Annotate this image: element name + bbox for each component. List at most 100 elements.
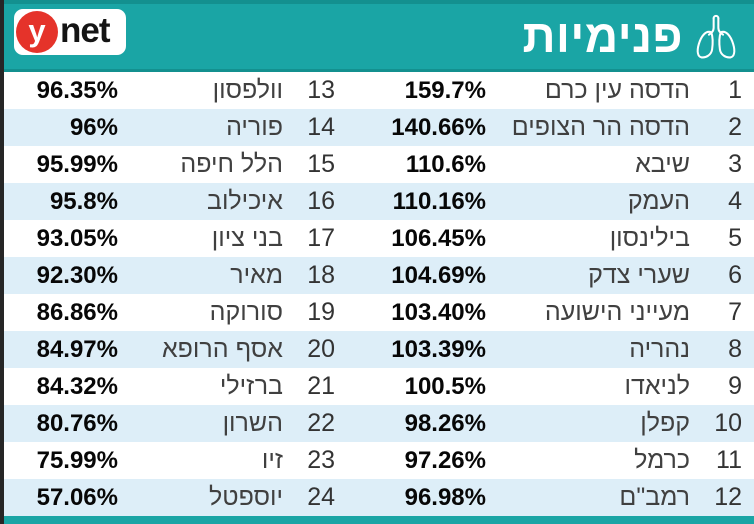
rows-container: 96.35% וולפסון 13 159.7% הדסה עין כרם 1 … (4, 72, 754, 516)
occupancy-percent: 75.99% (36, 447, 118, 474)
lungs-icon (696, 14, 736, 58)
hospital-name: רמב"ם (619, 483, 690, 511)
table-row: 96% פוריה 14 140.66% הדסה הר הצופים 2 (4, 109, 754, 146)
rank-number: 6 (728, 261, 742, 289)
rank-number: 16 (307, 187, 335, 215)
hospital-name: קפלן (640, 409, 690, 437)
hospital-name: סורוקה (209, 298, 283, 326)
rank-number: 22 (307, 409, 335, 437)
table-row: 95.8% איכילוב 16 110.16% העמק 4 (4, 183, 754, 220)
rank-number: 9 (728, 372, 742, 400)
rank-number: 15 (307, 150, 335, 178)
hospital-name: הלל חיפה (180, 150, 283, 178)
rank-number: 24 (307, 483, 335, 511)
row-right-half: 103.39% נהריה 8 (340, 331, 754, 368)
table-row: 75.99% זיו 23 97.26% כרמל 11 (4, 442, 754, 479)
row-right-half: 100.5% לניאדו 9 (340, 368, 754, 405)
hospital-name: מעייני הישועה (544, 298, 690, 326)
row-left-half: 95.99% הלל חיפה 15 (4, 146, 340, 183)
row-right-half: 106.45% בילינסון 5 (340, 220, 754, 257)
table-row: 84.97% אסף הרופא 20 103.39% נהריה 8 (4, 331, 754, 368)
occupancy-percent: 86.86% (36, 299, 118, 326)
occupancy-percent: 95.99% (36, 151, 118, 178)
row-right-half: 96.98% רמב"ם 12 (340, 479, 754, 516)
hospital-name: יוספטל (209, 483, 283, 511)
row-left-half: 96% פוריה 14 (4, 109, 340, 146)
ynet-y-icon: y (16, 11, 58, 53)
row-right-half: 97.26% כרמל 11 (340, 442, 754, 479)
occupancy-percent: 93.05% (36, 225, 118, 252)
occupancy-percent: 100.5% (404, 373, 486, 400)
rank-number: 23 (307, 446, 335, 474)
occupancy-percent: 84.97% (36, 336, 118, 363)
hospital-name: הדסה הר הצופים (511, 113, 690, 141)
occupancy-percent: 140.66% (391, 114, 486, 141)
row-right-half: 104.69% שערי צדק 6 (340, 257, 754, 294)
row-left-half: 93.05% בני ציון 17 (4, 220, 340, 257)
hospital-name: שערי צדק (588, 261, 690, 289)
occupancy-percent: 96.35% (36, 77, 118, 104)
occupancy-percent: 110.6% (405, 151, 486, 178)
occupancy-percent: 104.69% (391, 262, 486, 289)
row-left-half: 84.32% ברזילי 21 (4, 368, 340, 405)
occupancy-percent: 103.40% (391, 299, 486, 326)
occupancy-percent: 92.30% (36, 262, 118, 289)
rank-number: 12 (714, 483, 742, 511)
page-title: פנימיות (522, 10, 683, 62)
hospital-name: שיבא (635, 150, 690, 178)
rank-number: 1 (728, 76, 742, 104)
occupancy-percent: 96.98% (404, 484, 486, 511)
occupancy-percent: 103.39% (391, 336, 486, 363)
rank-number: 4 (728, 187, 742, 215)
occupancy-percent: 106.45% (391, 225, 486, 252)
header: y net פנימיות (4, 0, 754, 72)
rank-number: 5 (728, 224, 742, 252)
rank-number: 17 (307, 224, 335, 252)
rank-number: 2 (728, 113, 742, 141)
row-right-half: 98.26% קפלן 10 (340, 405, 754, 442)
row-left-half: 75.99% זיו 23 (4, 442, 340, 479)
table-row: 93.05% בני ציון 17 106.45% בילינסון 5 (4, 220, 754, 257)
hospital-name: ברזילי (219, 372, 283, 400)
hospital-name: איכילוב (206, 187, 283, 215)
table-row: 95.99% הלל חיפה 15 110.6% שיבא 3 (4, 146, 754, 183)
row-left-half: 96.35% וולפסון 13 (4, 72, 340, 109)
table-row: 86.86% סורוקה 19 103.40% מעייני הישועה 7 (4, 294, 754, 331)
row-right-half: 110.6% שיבא 3 (340, 146, 754, 183)
occupancy-percent: 96% (69, 114, 118, 141)
ynet-logo[interactable]: y net (14, 9, 126, 55)
table-row: 84.32% ברזילי 21 100.5% לניאדו 9 (4, 368, 754, 405)
occupancy-percent: 159.7% (404, 77, 486, 104)
occupancy-percent: 57.06% (36, 484, 118, 511)
occupancy-percent: 80.76% (36, 410, 118, 437)
occupancy-percent: 95.8% (49, 188, 118, 215)
rank-number: 13 (307, 76, 335, 104)
rank-number: 19 (307, 298, 335, 326)
hospital-name: כרמל (634, 446, 690, 474)
hospital-name: מאיר (230, 261, 283, 289)
row-right-half: 110.16% העמק 4 (340, 183, 754, 220)
row-left-half: 84.97% אסף הרופא 20 (4, 331, 340, 368)
hospital-name: וולפסון (212, 76, 283, 104)
row-left-half: 80.76% השרון 22 (4, 405, 340, 442)
footer-strip (4, 516, 754, 524)
hospital-name: בילינסון (609, 224, 690, 252)
hospital-name: נהריה (629, 335, 690, 363)
rank-number: 7 (728, 298, 742, 326)
row-left-half: 95.8% איכילוב 16 (4, 183, 340, 220)
row-left-half: 86.86% סורוקה 19 (4, 294, 340, 331)
rank-number: 10 (714, 409, 742, 437)
rank-number: 21 (307, 372, 335, 400)
occupancy-percent: 98.26% (404, 410, 486, 437)
hospital-name: זיו (261, 446, 283, 474)
occupancy-percent: 110.16% (392, 188, 486, 215)
hospital-name: לניאדו (624, 372, 690, 400)
hospital-name: השרון (222, 409, 283, 437)
rank-number: 3 (728, 150, 742, 178)
hospital-name: העמק (627, 187, 690, 215)
table-row: 92.30% מאיר 18 104.69% שערי צדק 6 (4, 257, 754, 294)
table-row: 96.35% וולפסון 13 159.7% הדסה עין כרם 1 (4, 72, 754, 109)
occupancy-percent: 97.26% (404, 447, 486, 474)
row-right-half: 159.7% הדסה עין כרם 1 (340, 72, 754, 109)
